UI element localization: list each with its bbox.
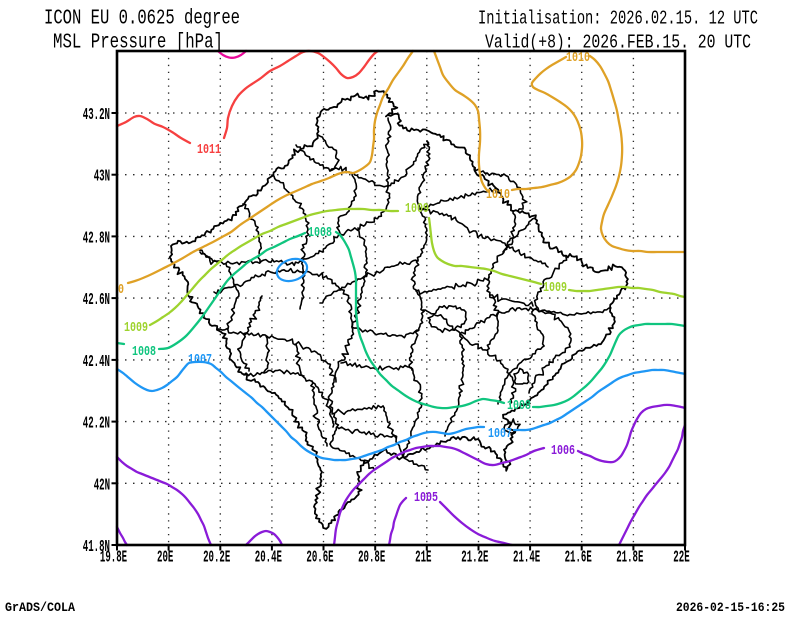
svg-text:22E: 22E	[673, 549, 689, 568]
svg-text:1008: 1008	[507, 398, 531, 414]
svg-text:1010: 1010	[486, 187, 510, 203]
svg-text:20.6E: 20.6E	[306, 549, 333, 568]
svg-text:ICON EU 0.0625 degree: ICON EU 0.0625 degree	[44, 8, 240, 31]
svg-text:20.4E: 20.4E	[255, 549, 282, 568]
svg-text:19.8E: 19.8E	[100, 549, 127, 568]
svg-text:41.8N: 41.8N	[83, 538, 110, 557]
svg-text:MSL Pressure [hPa]: MSL Pressure [hPa]	[53, 32, 223, 55]
svg-text:43N: 43N	[94, 168, 110, 187]
svg-text:43.2N: 43.2N	[83, 106, 110, 125]
svg-text:42.4N: 42.4N	[83, 353, 110, 372]
svg-text:42.6N: 42.6N	[83, 291, 110, 310]
svg-text:42N: 42N	[94, 476, 110, 495]
svg-text:2026-02-15-16:25: 2026-02-15-16:25	[676, 600, 785, 615]
svg-text:0: 0	[118, 282, 124, 298]
svg-text:1009: 1009	[124, 320, 148, 336]
svg-text:20E: 20E	[157, 549, 173, 568]
svg-text:21.8E: 21.8E	[616, 549, 643, 568]
svg-text:Valid(+8): 2026.FEB.15. 20 UTC: Valid(+8): 2026.FEB.15. 20 UTC	[485, 32, 751, 54]
svg-text:1007: 1007	[188, 352, 212, 368]
svg-text:20.8E: 20.8E	[358, 549, 385, 568]
svg-text:20.2E: 20.2E	[203, 549, 230, 568]
svg-text:1011: 1011	[197, 142, 221, 158]
svg-text:Initialisation: 2026.02.15. 12: Initialisation: 2026.02.15. 12 UTC	[478, 8, 758, 30]
svg-text:21.6E: 21.6E	[565, 549, 592, 568]
svg-text:21.2E: 21.2E	[461, 549, 488, 568]
svg-text:42.8N: 42.8N	[83, 229, 110, 248]
svg-text:21E: 21E	[415, 549, 431, 568]
svg-text:1005: 1005	[414, 490, 438, 506]
svg-text:1009: 1009	[543, 280, 567, 296]
svg-text:1006: 1006	[551, 443, 575, 459]
svg-text:1009: 1009	[405, 201, 429, 217]
svg-text:1007: 1007	[488, 426, 512, 442]
svg-text:42.2N: 42.2N	[83, 415, 110, 434]
svg-text:21.4E: 21.4E	[513, 549, 540, 568]
svg-text:1010: 1010	[566, 50, 590, 66]
svg-text:GrADS/COLA: GrADS/COLA	[5, 600, 75, 615]
svg-text:1008: 1008	[308, 225, 332, 241]
svg-text:1008: 1008	[132, 344, 156, 360]
